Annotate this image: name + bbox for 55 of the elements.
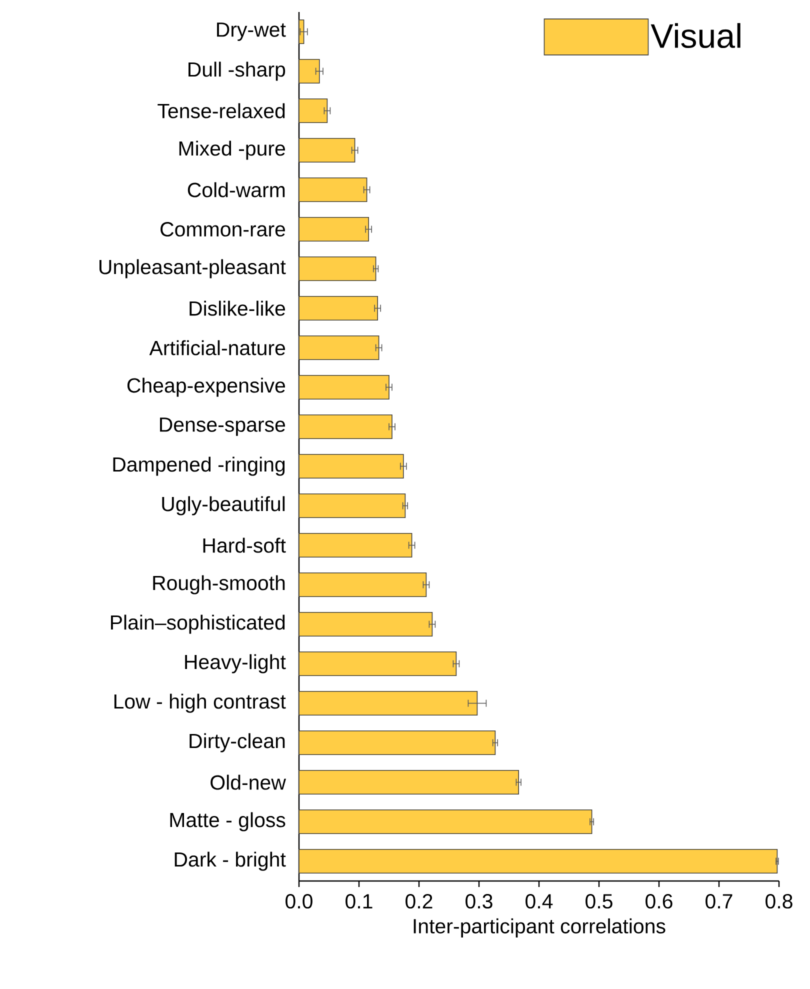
bar [298, 414, 392, 440]
x-tick-label: 0.3 [466, 894, 492, 909]
bar [298, 375, 390, 400]
y-tick-label: Matte - gloss [170, 812, 286, 832]
y-tick-label: Unpleasant-pleasant [99, 259, 286, 278]
y-tick-label: Tense-relaxed [158, 103, 285, 118]
y-tick-label: Cheap-expensive [127, 378, 286, 397]
bar [298, 652, 457, 676]
y-tick-label: Rough-smooth [153, 575, 285, 594]
y-tick-label: Heavy-light [185, 654, 286, 674]
y-tick-label: Dislike-like [190, 300, 286, 316]
y-tick-label: Dark - bright [174, 852, 286, 871]
legend-label: Visual [650, 23, 740, 48]
y-tick-label: Dampened -ringing [113, 456, 285, 476]
bar [298, 256, 376, 282]
y-tick-label: Mixed -pure [179, 140, 286, 160]
y-tick-label: Old-new [210, 774, 286, 790]
bar [298, 494, 406, 518]
bar [298, 730, 496, 756]
bar [298, 810, 592, 834]
y-tick-label: Dense-sparse [160, 418, 286, 436]
bar [298, 533, 412, 558]
bar [298, 612, 433, 637]
x-tick-label: 0.0 [286, 894, 312, 909]
bar [298, 770, 519, 795]
y-tick-label: Hard-soft [203, 538, 286, 553]
x-tick-label: 0.5 [586, 894, 612, 909]
y-tick-label: Dry-wet [217, 22, 286, 41]
bar [298, 336, 380, 360]
y-tick-label: Low - high contrast [114, 694, 286, 713]
bar [298, 59, 320, 84]
bar [298, 849, 778, 874]
bar [298, 454, 404, 479]
bar [298, 20, 304, 44]
y-tick-label: Cold-warm [188, 182, 285, 198]
x-axis-title: Inter-participant correlations [414, 918, 666, 938]
y-tick-label: Ugly-beautiful [162, 496, 285, 516]
bar [298, 572, 427, 598]
x-tick-label: 0.1 [346, 894, 372, 909]
bar [298, 178, 368, 202]
bar [298, 98, 328, 124]
x-tick-label: 0.6 [646, 894, 672, 909]
bar [298, 296, 378, 321]
bar [298, 691, 478, 716]
y-tick-label: Common-rare [160, 222, 286, 237]
bar [298, 217, 369, 242]
y-tick-label: Dull -sharp [188, 62, 286, 81]
x-tick-label: 0.8 [766, 894, 792, 909]
x-tick-label: 0.4 [526, 894, 553, 909]
x-tick-label: 0.7 [706, 894, 732, 909]
y-tick-label: Plain–sophisticated [111, 614, 285, 634]
x-tick-label: 0.2 [406, 894, 432, 909]
y-tick-label: Artificial-nature [149, 340, 286, 356]
bar [298, 138, 356, 163]
y-tick-label: Dirty-clean [190, 733, 285, 752]
